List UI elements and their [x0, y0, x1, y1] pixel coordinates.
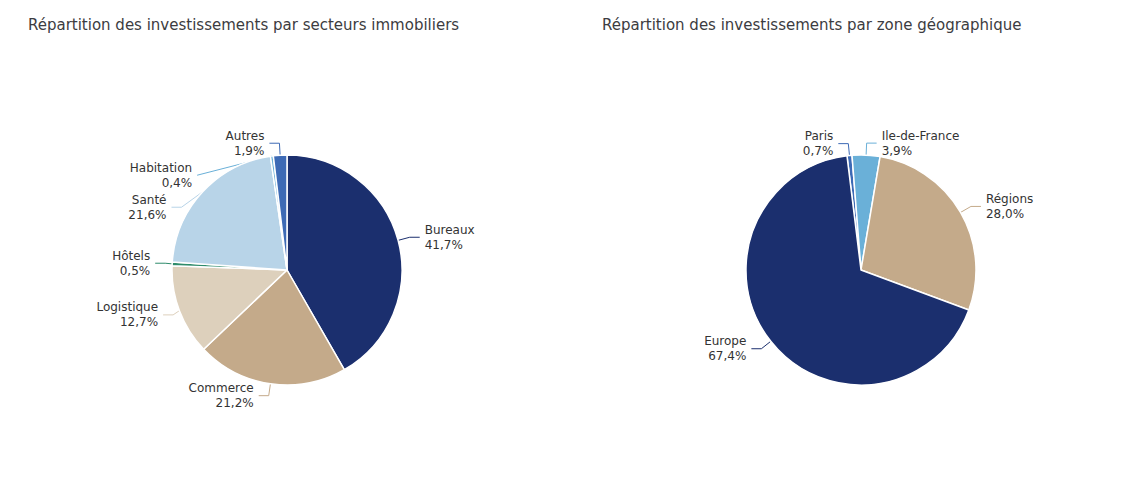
svg-text:41,7%: 41,7% — [425, 238, 463, 252]
svg-text:Bureaux: Bureaux — [425, 223, 475, 237]
svg-text:Paris: Paris — [805, 129, 834, 143]
svg-text:Hôtels: Hôtels — [112, 249, 150, 263]
svg-text:Logistique: Logistique — [96, 300, 158, 314]
svg-text:Commerce: Commerce — [189, 381, 254, 395]
svg-text:1,9%: 1,9% — [234, 144, 265, 158]
svg-text:28,0%: 28,0% — [986, 207, 1024, 221]
svg-text:Répartition des investissement: Répartition des investissements par zone… — [602, 16, 1022, 34]
svg-text:Santé: Santé — [132, 193, 167, 207]
svg-text:Habitation: Habitation — [130, 161, 192, 175]
svg-text:0,5%: 0,5% — [120, 264, 151, 278]
svg-text:12,7%: 12,7% — [120, 315, 158, 329]
svg-text:0,7%: 0,7% — [803, 144, 834, 158]
svg-text:67,4%: 67,4% — [708, 349, 746, 363]
svg-text:Autres: Autres — [226, 129, 265, 143]
svg-text:21,6%: 21,6% — [128, 208, 166, 222]
svg-text:Ile-de-France: Ile-de-France — [882, 129, 960, 143]
svg-text:3,9%: 3,9% — [882, 144, 913, 158]
svg-text:21,2%: 21,2% — [216, 396, 254, 410]
svg-text:Répartition des investissement: Répartition des investissements par sect… — [28, 16, 459, 34]
svg-text:Europe: Europe — [704, 334, 746, 348]
svg-text:Régions: Régions — [986, 192, 1033, 206]
svg-text:0,4%: 0,4% — [162, 176, 193, 190]
